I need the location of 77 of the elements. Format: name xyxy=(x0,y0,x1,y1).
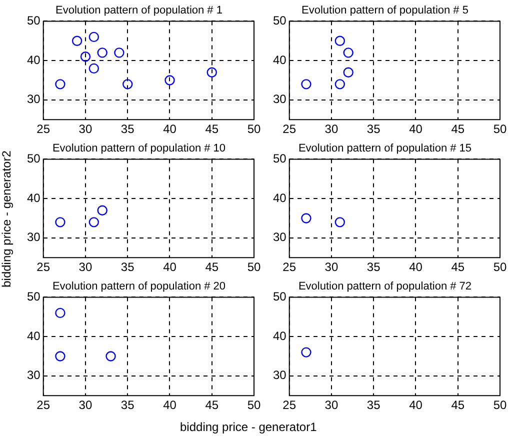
point xyxy=(72,36,82,46)
y-tick-label: 50 xyxy=(26,14,41,28)
chart-title: Evolution pattern of population # 20 xyxy=(52,280,226,293)
x-tick-label: 30 xyxy=(78,260,92,274)
x-tick-label: 45 xyxy=(205,398,219,412)
y-tick-label: 40 xyxy=(272,328,287,343)
x-tick-label: 50 xyxy=(247,398,261,412)
x-tick-label: 50 xyxy=(493,260,507,274)
x-tick-label: 35 xyxy=(120,122,135,136)
x-tick-label: 35 xyxy=(366,398,381,412)
point xyxy=(88,63,100,74)
x-tick-label: 50 xyxy=(493,398,507,412)
y-axis-title: bidding price - generator2 xyxy=(0,150,14,288)
y-tick-label: 50 xyxy=(272,152,287,166)
chart-title: Evolution pattern of population # 5 xyxy=(302,4,468,17)
x-tick-label: 25 xyxy=(282,260,296,274)
y-tick-label: 50 xyxy=(26,152,41,166)
x-tick-label: 30 xyxy=(78,398,92,412)
x-tick-label: 45 xyxy=(451,122,465,136)
x-tick-label: 35 xyxy=(120,260,135,274)
x-tick-label: 50 xyxy=(247,122,261,136)
point xyxy=(55,79,66,90)
chart-title: Evolution pattern of population # 10 xyxy=(52,142,226,155)
x-tick-label: 40 xyxy=(409,122,423,136)
x-tick-label: 35 xyxy=(366,122,381,136)
x-tick-label: 30 xyxy=(78,122,92,136)
point xyxy=(122,79,133,90)
x-tick-label: 45 xyxy=(451,260,465,274)
y-tick-label: 40 xyxy=(26,52,41,67)
x-tick-label: 25 xyxy=(36,122,50,136)
y-tick-label: 40 xyxy=(26,190,41,205)
x-tick-label: 35 xyxy=(120,398,135,412)
x-tick-label: 30 xyxy=(324,260,338,274)
point xyxy=(80,52,91,62)
x-tick-label: 30 xyxy=(324,398,338,412)
y-tick-label: 30 xyxy=(272,230,287,244)
x-tick-label: 25 xyxy=(36,398,50,412)
x-tick-label: 40 xyxy=(163,398,177,412)
chart-title: Evolution pattern of population # 72 xyxy=(298,280,472,293)
x-tick-label: 45 xyxy=(205,122,219,136)
y-tick-label: 30 xyxy=(26,230,41,244)
x-tick-label: 25 xyxy=(36,260,50,274)
x-tick-label: 40 xyxy=(163,122,177,136)
y-tick-label: 50 xyxy=(272,290,287,304)
x-tick-label: 30 xyxy=(324,122,338,136)
x-tick-label: 40 xyxy=(409,260,423,274)
point xyxy=(334,36,346,46)
point xyxy=(114,48,124,58)
x-tick-label: 40 xyxy=(409,398,423,412)
x-tick-label: 50 xyxy=(247,260,261,274)
y-tick-label: 30 xyxy=(26,368,41,382)
y-tick-label: 50 xyxy=(26,290,41,304)
y-tick-label: 30 xyxy=(272,92,287,106)
y-tick-label: 50 xyxy=(272,14,287,28)
x-tick-label: 50 xyxy=(493,122,507,136)
x-tick-label: 40 xyxy=(163,260,177,274)
point xyxy=(343,48,354,58)
point xyxy=(97,48,108,58)
x-tick-label: 45 xyxy=(451,398,465,412)
chart-title: Evolution pattern of population # 15 xyxy=(298,142,472,155)
y-tick-label: 30 xyxy=(26,92,41,106)
point xyxy=(343,67,354,78)
point xyxy=(206,67,217,78)
x-tick-label: 25 xyxy=(282,122,296,136)
x-tick-label: 25 xyxy=(282,398,296,412)
point xyxy=(88,32,100,42)
point xyxy=(301,79,312,90)
y-tick-label: 40 xyxy=(272,190,287,205)
chart-title: Evolution pattern of population # 1 xyxy=(56,4,222,17)
y-tick-label: 40 xyxy=(26,328,41,343)
x-tick-label: 35 xyxy=(366,260,381,274)
y-tick-label: 40 xyxy=(272,52,287,67)
point xyxy=(164,75,175,86)
point xyxy=(334,79,346,90)
x-tick-label: 45 xyxy=(205,260,219,274)
x-axis-title: bidding price - generator1 xyxy=(180,420,317,434)
y-tick-label: 30 xyxy=(272,368,287,382)
